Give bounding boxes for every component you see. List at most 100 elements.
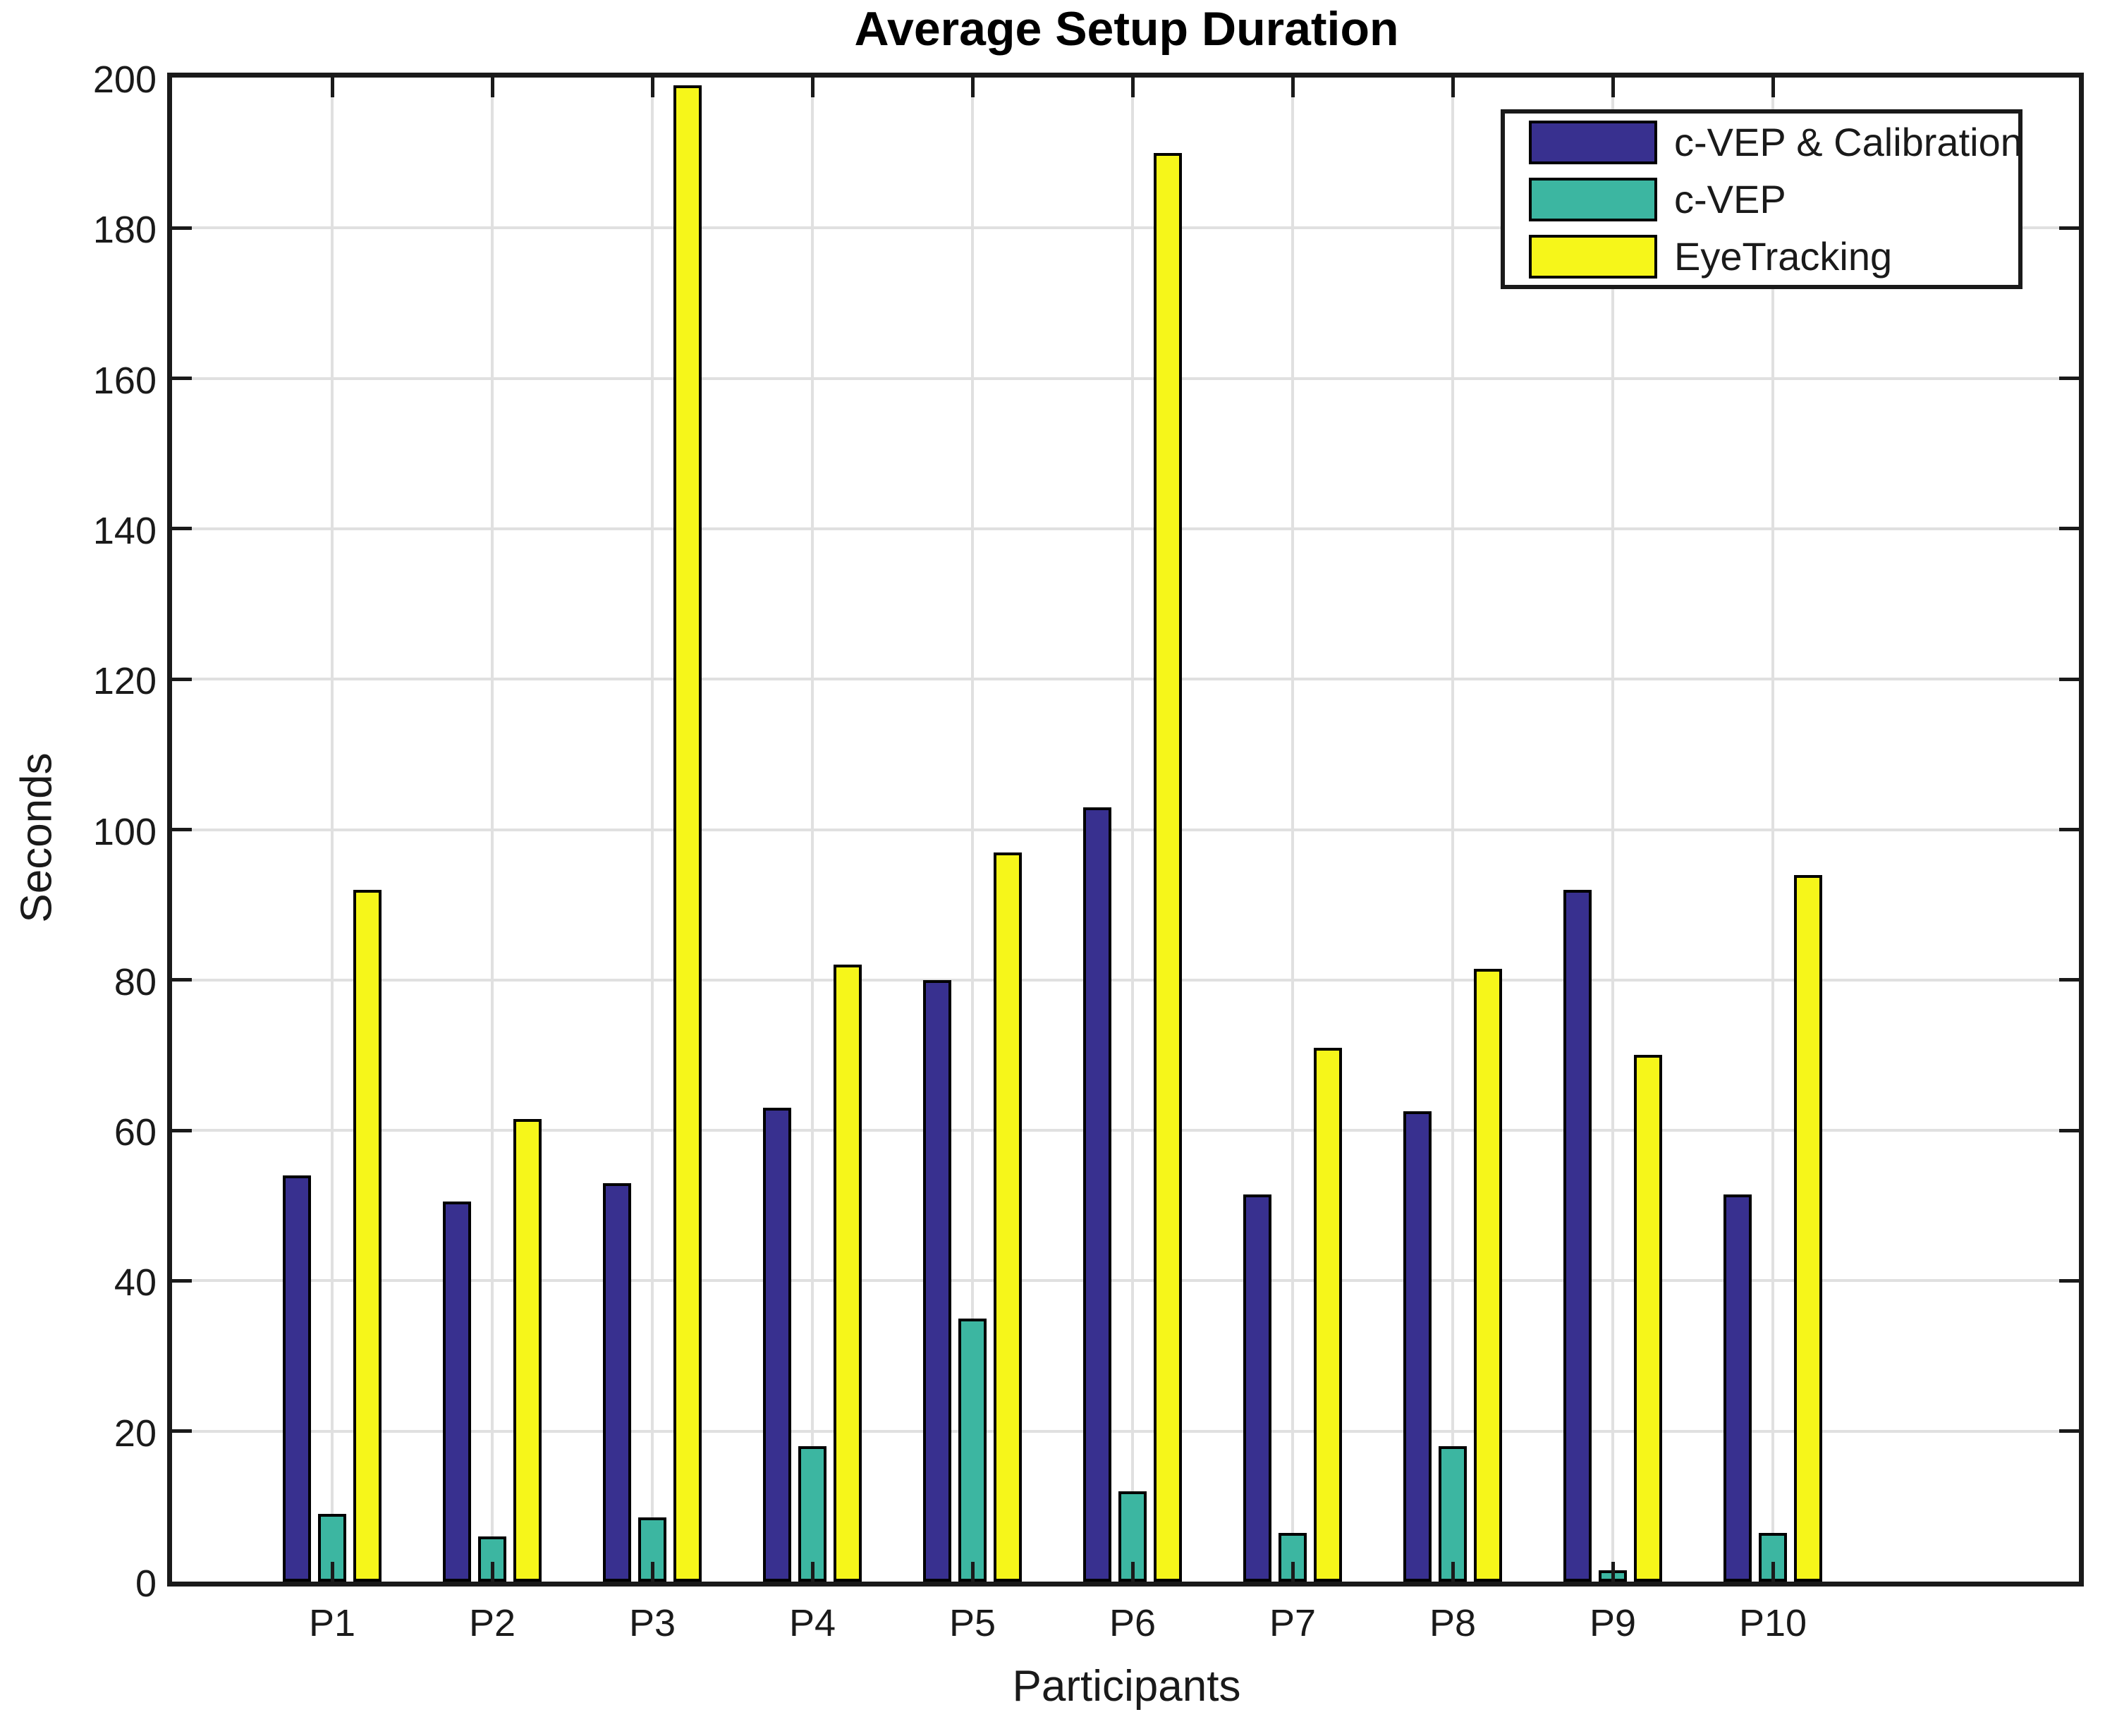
y-tick-right-120 bbox=[2059, 677, 2079, 681]
x-tick-label-P2: P2 bbox=[468, 1602, 516, 1644]
bar-P9-c-vep-calibration bbox=[1563, 889, 1592, 1582]
y-tick-label-200: 200 bbox=[92, 59, 157, 101]
x-tick-top-P7 bbox=[1291, 78, 1295, 97]
y-tick-right-180 bbox=[2059, 226, 2079, 230]
bar-P4-c-vep-calibration bbox=[763, 1108, 791, 1582]
x-tick-bottom-P1 bbox=[330, 1562, 334, 1582]
x-tick-label-P7: P7 bbox=[1269, 1602, 1317, 1644]
y-tick-left-40 bbox=[172, 1278, 192, 1283]
legend-swatch-cvep-calibration bbox=[1529, 120, 1657, 164]
y-tick-label-120: 120 bbox=[92, 660, 157, 703]
x-tick-label-P10: P10 bbox=[1738, 1602, 1807, 1644]
y-tick-right-80 bbox=[2059, 978, 2079, 982]
y-tick-left-80 bbox=[172, 978, 192, 982]
bar-P5-c-vep bbox=[958, 1318, 987, 1582]
plot-inner bbox=[172, 78, 2079, 1582]
y-tick-label-80: 80 bbox=[114, 960, 157, 1003]
v-gridline-P8 bbox=[1451, 78, 1454, 1582]
bar-P8-eyetracking bbox=[1474, 968, 1502, 1582]
legend: c-VEP & Calibration c-VEP EyeTracking bbox=[1501, 109, 2022, 289]
legend-swatch-eyetracking bbox=[1529, 234, 1657, 279]
v-gridline-P2 bbox=[491, 78, 494, 1582]
bar-P5-c-vep-calibration bbox=[923, 979, 951, 1582]
v-gridline-P5 bbox=[971, 78, 974, 1582]
y-tick-left-160 bbox=[172, 377, 192, 381]
v-gridline-P9 bbox=[1611, 78, 1614, 1582]
x-tick-label-P3: P3 bbox=[628, 1602, 676, 1644]
x-tick-bottom-P8 bbox=[1451, 1562, 1455, 1582]
legend-label-cvep-calibration: c-VEP & Calibration bbox=[1674, 120, 2022, 164]
y-axis-tick-labels: 0 20 40 60 80 100 120 140 160 180 200 bbox=[0, 0, 157, 1736]
x-tick-label-P5: P5 bbox=[948, 1602, 996, 1644]
bar-P2-c-vep bbox=[478, 1536, 506, 1582]
h-gridline-80 bbox=[172, 978, 2079, 982]
v-gridline-P1 bbox=[331, 78, 334, 1582]
x-tick-top-P3 bbox=[650, 78, 654, 97]
bar-P3-eyetracking bbox=[673, 85, 702, 1582]
x-tick-top-P8 bbox=[1451, 78, 1455, 97]
y-tick-label-100: 100 bbox=[92, 810, 157, 853]
x-tick-top-P10 bbox=[1771, 78, 1775, 97]
y-tick-label-0: 0 bbox=[135, 1563, 157, 1605]
x-tick-bottom-P4 bbox=[810, 1562, 814, 1582]
h-gridline-140 bbox=[172, 527, 2079, 530]
h-gridline-100 bbox=[172, 828, 2079, 831]
bar-P5-eyetracking bbox=[994, 852, 1022, 1582]
y-tick-left-120 bbox=[172, 677, 192, 681]
legend-item-cvep: c-VEP bbox=[1505, 171, 2018, 228]
x-axis-label: Participants bbox=[1012, 1662, 1241, 1711]
x-tick-bottom-P5 bbox=[970, 1562, 975, 1582]
y-tick-label-40: 40 bbox=[114, 1261, 157, 1304]
legend-label-cvep: c-VEP bbox=[1674, 177, 1786, 221]
bar-P10-c-vep-calibration bbox=[1723, 1194, 1752, 1582]
bar-P7-c-vep-calibration bbox=[1243, 1194, 1271, 1582]
bar-P6-eyetracking bbox=[1154, 152, 1182, 1582]
chart-title: Average Setup Duration bbox=[854, 2, 1399, 56]
x-tick-label-P6: P6 bbox=[1109, 1602, 1157, 1644]
x-tick-top-P2 bbox=[490, 78, 494, 97]
bar-P10-eyetracking bbox=[1794, 874, 1822, 1582]
y-tick-label-180: 180 bbox=[92, 209, 157, 252]
x-tick-bottom-P7 bbox=[1291, 1562, 1295, 1582]
y-tick-label-20: 20 bbox=[114, 1412, 157, 1455]
y-tick-left-100 bbox=[172, 828, 192, 831]
v-gridline-P10 bbox=[1771, 78, 1774, 1582]
plot-area bbox=[167, 73, 2084, 1587]
x-axis-tick-labels: P1 P2 P3 P4 P5 P6 P7 P8 P9 P10 bbox=[0, 1602, 2105, 1651]
x-tick-top-P6 bbox=[1130, 78, 1135, 97]
x-tick-bottom-P10 bbox=[1771, 1562, 1775, 1582]
bar-P2-eyetracking bbox=[513, 1119, 542, 1582]
legend-swatch-cvep bbox=[1529, 177, 1657, 221]
legend-item-eyetracking: EyeTracking bbox=[1505, 228, 2018, 285]
bar-P9-eyetracking bbox=[1634, 1055, 1662, 1582]
y-tick-right-40 bbox=[2059, 1278, 2079, 1283]
v-gridline-P4 bbox=[811, 78, 814, 1582]
x-tick-bottom-P2 bbox=[490, 1562, 494, 1582]
y-tick-label-140: 140 bbox=[92, 509, 157, 552]
bar-P4-eyetracking bbox=[834, 965, 862, 1582]
x-tick-bottom-P3 bbox=[650, 1562, 654, 1582]
x-tick-label-P8: P8 bbox=[1429, 1602, 1477, 1644]
h-gridline-160 bbox=[172, 377, 2079, 380]
y-tick-right-20 bbox=[2059, 1429, 2079, 1434]
y-tick-label-60: 60 bbox=[114, 1111, 157, 1154]
v-gridline-P3 bbox=[651, 78, 654, 1582]
y-tick-left-20 bbox=[172, 1429, 192, 1434]
y-tick-right-140 bbox=[2059, 527, 2079, 531]
x-tick-label-P9: P9 bbox=[1589, 1602, 1637, 1644]
v-gridline-P7 bbox=[1291, 78, 1294, 1582]
h-gridline-20 bbox=[172, 1429, 2079, 1433]
x-tick-bottom-P6 bbox=[1130, 1562, 1135, 1582]
legend-item-cvep-calibration: c-VEP & Calibration bbox=[1505, 114, 2022, 171]
v-gridline-P6 bbox=[1131, 78, 1134, 1582]
legend-label-eyetracking: EyeTracking bbox=[1674, 234, 1893, 279]
bar-P8-c-vep bbox=[1439, 1446, 1467, 1582]
x-tick-label-P4: P4 bbox=[788, 1602, 836, 1644]
y-tick-right-60 bbox=[2059, 1128, 2079, 1132]
bar-P6-c-vep-calibration bbox=[1083, 807, 1111, 1582]
h-gridline-60 bbox=[172, 1129, 2079, 1132]
y-tick-left-140 bbox=[172, 527, 192, 531]
x-tick-label-P1: P1 bbox=[308, 1602, 356, 1644]
h-gridline-40 bbox=[172, 1279, 2079, 1283]
